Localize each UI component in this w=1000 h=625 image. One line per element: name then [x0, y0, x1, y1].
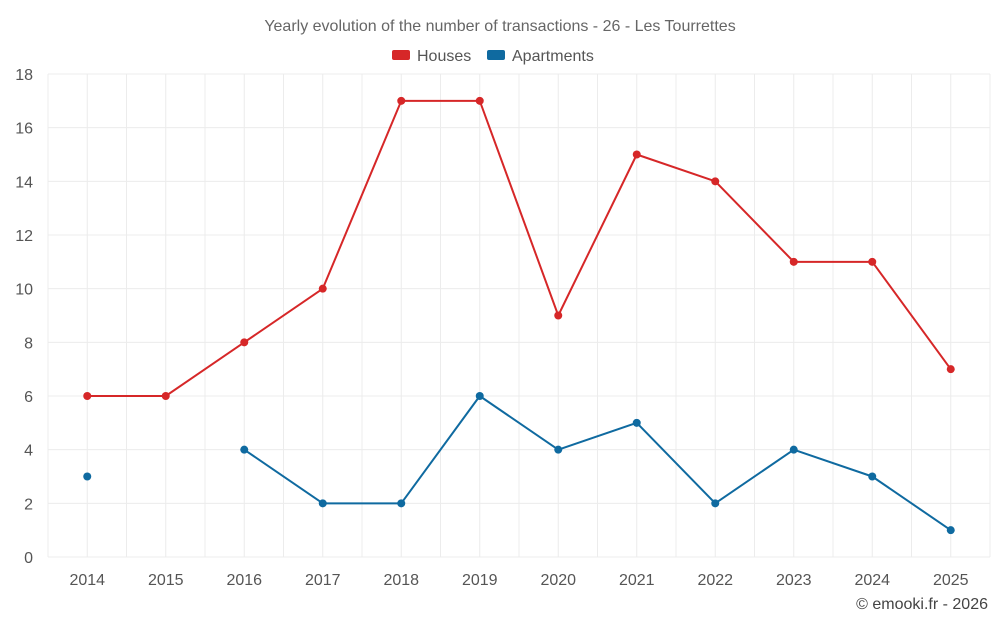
credit-text: © emooki.fr - 2026: [856, 596, 988, 613]
data-point-houses-2014[interactable]: [83, 392, 92, 400]
series-line-houses: [87, 99, 952, 397]
x-tick-label: 2021: [619, 572, 655, 589]
y-axis: 0 2 4 6 8 10 12 14 16 18: [15, 67, 33, 567]
data-point-apartments-2021[interactable]: [632, 418, 641, 427]
grid: [47, 73, 991, 558]
data-point-apartments-2025[interactable]: [946, 526, 955, 535]
data-point-houses-2019[interactable]: [475, 96, 484, 105]
data-point-apartments-2017[interactable]: [318, 499, 327, 508]
y-tick-label: 14: [15, 174, 33, 191]
data-point-houses-2020[interactable]: [554, 311, 563, 320]
x-axis: 2014 2015 2016 2017 2018 2019 2020 2021 2022 2023…: [69, 572, 968, 589]
legend: Houses Apartments: [392, 48, 594, 65]
data-point-houses-2024[interactable]: [868, 257, 877, 266]
y-tick-label: 8: [24, 335, 33, 352]
data-point-apartments-2020[interactable]: [554, 445, 563, 454]
y-tick-label: 16: [15, 121, 33, 138]
legend-label-houses[interactable]: Houses: [417, 48, 471, 65]
x-tick-label: 2020: [540, 572, 576, 589]
series-layer: [83, 96, 955, 535]
data-point-apartments-2018[interactable]: [397, 499, 406, 508]
y-tick-label: 10: [15, 282, 33, 299]
x-tick-label: 2017: [305, 572, 341, 589]
data-point-apartments-2014[interactable]: [83, 472, 92, 481]
data-point-apartments-2023[interactable]: [789, 445, 798, 454]
y-tick-label: 2: [24, 496, 33, 513]
y-tick-label: 4: [24, 443, 33, 460]
x-tick-label: 2014: [69, 572, 105, 589]
data-point-houses-2018[interactable]: [397, 96, 406, 105]
x-tick-label: 2015: [148, 572, 184, 589]
data-point-houses-2022[interactable]: [711, 177, 720, 186]
chart-title: Yearly evolution of the number of transa…: [264, 18, 735, 35]
y-tick-label: 0: [24, 550, 33, 567]
data-point-houses-2015[interactable]: [161, 392, 170, 400]
x-tick-label: 2023: [776, 572, 812, 589]
legend-swatch-apartments: [487, 50, 505, 60]
x-tick-label: 2018: [383, 572, 419, 589]
series-line-apartments: [243, 395, 952, 531]
x-tick-label: 2019: [462, 572, 498, 589]
x-tick-label: 2024: [854, 572, 890, 589]
legend-label-apartments[interactable]: Apartments: [512, 48, 594, 65]
y-tick-label: 18: [15, 67, 33, 84]
data-point-houses-2025[interactable]: [946, 365, 955, 374]
data-point-apartments-2019[interactable]: [475, 392, 484, 400]
series-apartments: [83, 392, 955, 535]
x-tick-label: 2016: [226, 572, 262, 589]
data-point-apartments-2024[interactable]: [868, 472, 877, 481]
legend-swatch-houses: [392, 50, 410, 60]
series-houses: [83, 96, 955, 400]
x-tick-label: 2025: [933, 572, 969, 589]
data-point-houses-2023[interactable]: [789, 257, 798, 266]
data-point-apartments-2016[interactable]: [240, 445, 249, 454]
data-point-houses-2021[interactable]: [632, 150, 641, 159]
data-point-houses-2017[interactable]: [318, 284, 327, 293]
data-point-apartments-2022[interactable]: [711, 499, 720, 508]
y-tick-label: 6: [24, 389, 33, 406]
y-tick-label: 12: [15, 228, 33, 245]
data-point-houses-2016[interactable]: [240, 338, 249, 347]
x-tick-label: 2022: [697, 572, 733, 589]
